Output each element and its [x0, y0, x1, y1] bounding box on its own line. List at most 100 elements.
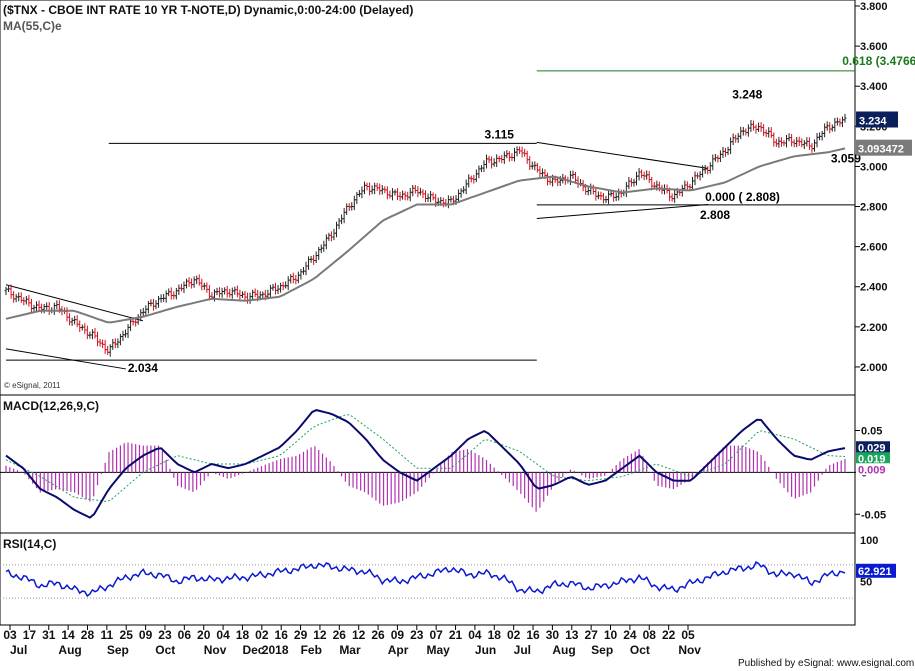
price-y-tick-label: 3.000	[860, 161, 888, 173]
x-month-label: Apr	[388, 643, 409, 657]
x-month-label: Nov	[204, 643, 227, 657]
x-month-label: Jun	[475, 643, 496, 657]
price-annotation: 3.059	[831, 152, 861, 166]
macd-signal-line	[5, 414, 846, 502]
fib-label: 0.618 (3.476676)	[842, 54, 915, 68]
price-annotation: 3.115	[485, 127, 515, 141]
rsi-title: RSI(14,C)	[3, 537, 56, 551]
x-month-label: Aug	[58, 643, 81, 657]
macd-value-label: 0.029	[858, 442, 886, 454]
ma-line	[5, 147, 846, 324]
x-date-label: 06	[178, 628, 192, 642]
price-y-tick-label: 2.800	[860, 202, 888, 214]
x-date-label: 26	[333, 628, 347, 642]
x-date-label: 16	[275, 628, 289, 642]
macd-value-label: 0.019	[858, 453, 886, 465]
x-month-label: Sep	[591, 643, 613, 657]
x-date-label: 02	[507, 628, 521, 642]
chart-title: ($TNX - CBOE INT RATE 10 YR T-NOTE,D) Dy…	[3, 3, 413, 17]
x-date-label: 16	[526, 628, 540, 642]
price-y-tick-label: 2.200	[860, 322, 888, 334]
x-month-label: Aug	[552, 643, 575, 657]
x-date-label: 27	[584, 628, 598, 642]
x-date-label: 20	[197, 628, 211, 642]
x-date-label: 18	[236, 628, 250, 642]
x-month-label: Feb	[301, 643, 322, 657]
trend-line	[536, 204, 709, 220]
x-date-label: 21	[449, 628, 463, 642]
price-y-tick-label: 3.400	[860, 81, 888, 93]
price-y-tick-label: 2.400	[860, 282, 888, 294]
last-price-label: 3.234	[859, 116, 887, 128]
x-month-label: Jul	[514, 643, 531, 657]
ma-value-box	[856, 139, 912, 156]
ma-value-label: 3.093472	[858, 144, 904, 156]
rsi-y-tick-label: 100	[860, 535, 878, 547]
x-date-label: 17	[23, 628, 37, 642]
price-annotation: 2.034	[128, 361, 158, 375]
x-date-label: 10	[604, 628, 618, 642]
price-y-tick-label: 3.800	[860, 1, 888, 13]
x-date-label: 08	[643, 628, 657, 642]
copyright-text: © eSignal, 2011	[4, 381, 61, 390]
x-date-label: 12	[313, 628, 327, 642]
price-panel-frame	[0, 0, 856, 396]
rsi-value-box	[856, 563, 896, 578]
x-date-label: 24	[623, 628, 637, 642]
trend-line	[536, 141, 709, 169]
macd-value-box	[856, 463, 890, 476]
rsi-value-label: 62.921	[858, 566, 892, 578]
x-date-label: 29	[294, 628, 308, 642]
x-date-label: 11	[101, 628, 114, 642]
x-month-label: Oct	[155, 643, 175, 657]
x-date-label: 09	[139, 628, 153, 642]
trend-line	[5, 284, 144, 322]
axis-layer: 3.8003.6003.4003.2003.0002.8002.6002.400…	[3, 1, 912, 657]
price-y-tick-label: 3.600	[860, 41, 888, 53]
x-date-label: 04	[216, 628, 230, 642]
x-date-label: 12	[352, 628, 366, 642]
x-date-label: 23	[158, 628, 172, 642]
x-date-label: 28	[81, 628, 95, 642]
macd-value-box	[856, 441, 890, 454]
x-date-label: 05	[681, 628, 695, 642]
x-month-label: Oct	[630, 643, 650, 657]
macd-value-box	[856, 452, 890, 465]
price-layer: 3.115 3.248 3.059 2.034 2.808 0.000 ( 2.808) 0…	[4, 54, 915, 375]
x-date-label: 23	[410, 628, 424, 642]
x-month-label: Jul	[10, 643, 27, 657]
x-date-label: 31	[42, 628, 56, 642]
x-date-label: 22	[662, 628, 676, 642]
x-date-label: 07	[429, 628, 443, 642]
x-date-label: 26	[371, 628, 385, 642]
macd-line	[5, 409, 846, 519]
rsi-y-tick-label: 50	[860, 577, 872, 589]
x-date-label: 30	[546, 628, 560, 642]
x-date-label: 03	[3, 628, 17, 642]
x-month-label: 2018	[262, 643, 289, 657]
footer-text: Published by eSignal: www.esignal.com	[738, 658, 914, 669]
price-annotation: 3.248	[732, 88, 762, 102]
trend-line	[5, 348, 126, 370]
price-y-tick-label: 2.600	[860, 242, 888, 254]
x-month-label: Mar	[339, 643, 361, 657]
rsi-panel-frame	[0, 532, 856, 626]
macd-layer	[0, 409, 855, 519]
x-date-label: 18	[488, 628, 502, 642]
macd-title: MACD(12,26,9,C)	[3, 399, 99, 413]
x-month-label: Dec	[242, 643, 264, 657]
x-date-label: 04	[468, 628, 482, 642]
x-month-label: Nov	[678, 643, 701, 657]
x-month-label: May	[426, 643, 450, 657]
x-date-label: 09	[391, 628, 405, 642]
rsi-layer	[0, 561, 855, 599]
x-date-label: 13	[565, 628, 579, 642]
macd-y-tick-label: -0.05	[861, 509, 886, 521]
macd-panel-frame	[0, 394, 856, 534]
price-annotation: 2.808	[700, 208, 730, 222]
x-date-label: 02	[255, 628, 269, 642]
price-y-tick-label: 2.000	[860, 362, 888, 374]
price-annotation: 0.000 ( 2.808)	[705, 190, 780, 204]
